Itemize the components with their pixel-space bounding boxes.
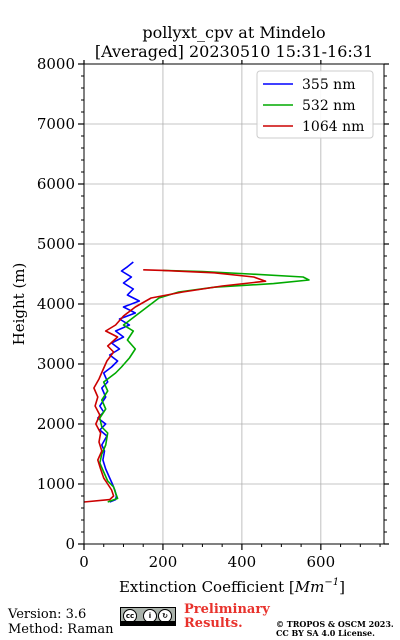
legend-box [256,70,374,139]
preliminary-text: Preliminary [184,602,270,617]
series-line-1 [99,269,310,503]
x-tick-label: 400 [228,553,257,571]
license-label-bar [121,621,175,625]
version-label: Version: 3.6 [8,607,87,622]
x-tick-label: 200 [149,553,178,571]
x-tick-label: 0 [79,553,89,571]
legend-label: 1064 nm [302,119,364,135]
series-layer [83,261,310,503]
legend-label: 532 nm [302,98,355,114]
series-line-2 [83,269,267,503]
chart-subtitle: [Averaged] 20230510 15:31-16:31 [94,42,374,61]
axis-ticks: 0 200 400 600010002000300040005000600070008… [37,55,389,571]
sa-icon: ↻ [158,609,172,623]
results-text: Results. [184,616,243,631]
grid-lines [83,63,384,545]
legend-label: 355 nm [302,77,355,93]
x-tick-label: 600 [307,553,336,571]
copyright-notice: © TROPOS & OSCM 2023. CC BY SA 4.0 Licen… [276,620,394,638]
license-line: CC BY SA 4.0 License. [276,628,375,638]
y-tick-label: 3000 [37,355,75,373]
chart-plot: 0 200 400 600010002000300040005000600070008… [10,55,389,596]
x-axis-label: Extinction Coefficient [Mm−1] [119,577,345,596]
y-tick-label: 8000 [37,55,75,73]
chart-title: pollyxt_cpv at Mindelo [142,23,326,42]
cc-license-badge: cc i ↻ [120,607,176,626]
y-tick-label: 7000 [37,115,75,133]
copyright-line: © TROPOS & OSCM 2023. [276,619,394,629]
y-tick-label: 1000 [37,475,75,493]
y-axis-label: Height (m) [10,263,28,346]
y-tick-label: 5000 [37,235,75,253]
series-line-0 [97,261,141,503]
method-label: Method: Raman [8,622,114,637]
y-tick-label: 2000 [37,415,75,433]
legend: 355 nm 532 nm 1064 nm [256,70,374,139]
preliminary-notice: Preliminary Results. [184,603,270,631]
y-tick-label: 4000 [37,295,75,313]
y-tick-label: 0 [65,535,75,553]
y-tick-label: 6000 [37,175,75,193]
